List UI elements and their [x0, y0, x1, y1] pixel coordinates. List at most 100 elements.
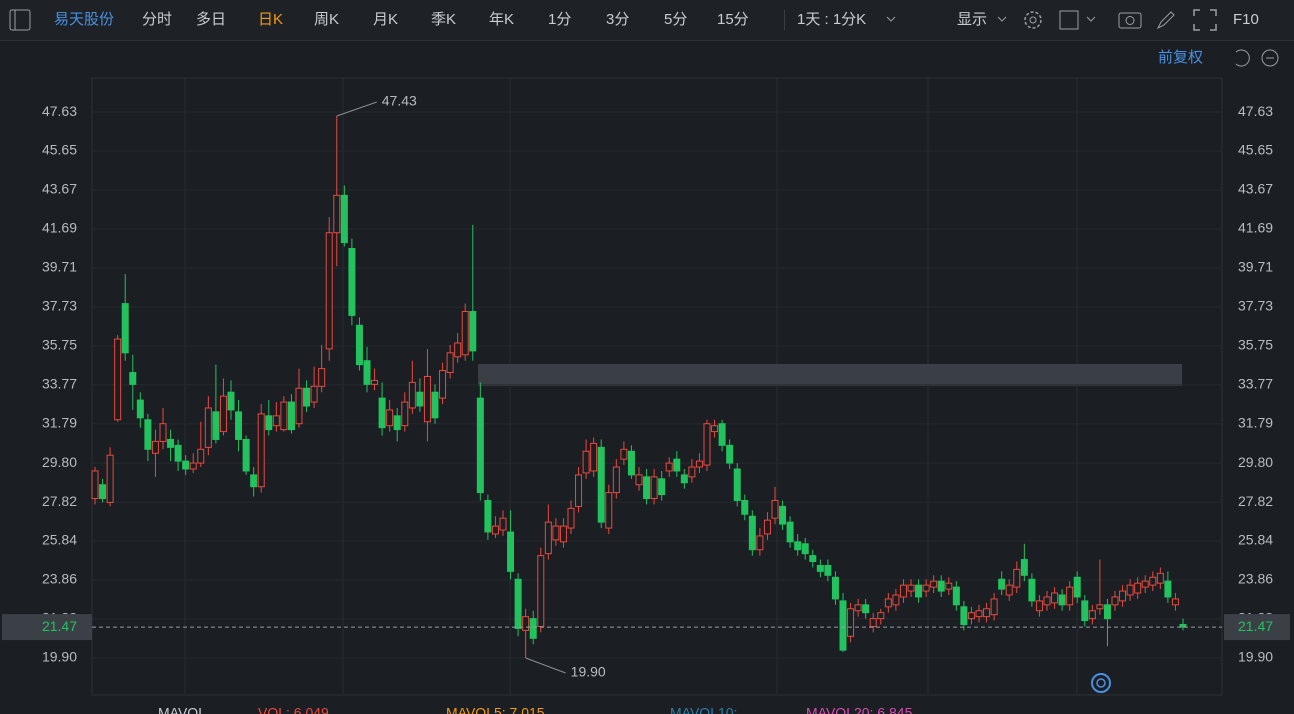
candle-body — [439, 370, 447, 399]
candle-body — [620, 448, 628, 460]
period-tab[interactable]: 季K — [431, 11, 456, 28]
candle-body — [794, 541, 802, 551]
period-tab[interactable]: 月K — [373, 11, 398, 28]
candle-body — [431, 391, 439, 419]
candle-body — [711, 425, 719, 433]
candle-body — [182, 460, 190, 470]
candle-body — [114, 338, 122, 421]
candle-body — [250, 474, 258, 488]
y-tick-label: 33.77 — [42, 376, 77, 392]
candle-body — [862, 604, 870, 614]
sidebar-toggle[interactable] — [9, 9, 31, 31]
candle-body — [144, 419, 152, 450]
candle-body — [680, 474, 688, 484]
candle-body — [1096, 604, 1104, 610]
candle-body — [491, 525, 499, 535]
candle-body — [544, 521, 552, 555]
y-tick-label: 37.73 — [42, 298, 77, 314]
indicator-name[interactable]: MAVOL — [158, 705, 206, 714]
y-tick-label-right: 19.90 — [1238, 649, 1273, 665]
y-tick-label-right: 39.71 — [1238, 259, 1273, 275]
chart-layer — [91, 111, 1222, 659]
period-tab[interactable]: 分时 — [142, 11, 172, 28]
y-tick-label: 39.71 — [42, 259, 77, 275]
adjust-mode[interactable]: 前复权 — [1158, 48, 1203, 66]
candle-body — [741, 499, 749, 515]
y-tick-label: 29.80 — [42, 454, 77, 470]
y-tick-label: 31.79 — [42, 415, 77, 431]
period-tab[interactable]: 3分 — [606, 11, 629, 28]
candle-body — [476, 397, 484, 494]
candle-body — [219, 395, 227, 433]
candle-body — [1043, 596, 1051, 606]
y-tick-label: 23.86 — [42, 571, 77, 587]
min-label: 19.90 — [571, 664, 606, 680]
f10-button[interactable]: F10 — [1233, 11, 1259, 28]
candle-body — [1119, 590, 1127, 602]
candle-body — [197, 448, 205, 464]
interval-select[interactable]: 1天 : 1分K — [797, 11, 866, 28]
candle-body — [658, 478, 666, 496]
candle-body — [922, 584, 930, 592]
locate-icon[interactable] — [1091, 673, 1111, 693]
y-tick-label-right: 23.86 — [1238, 571, 1273, 587]
candle-body — [597, 446, 605, 523]
candle-body — [665, 462, 673, 472]
settings-icon-core — [1029, 16, 1037, 24]
candle-body — [129, 372, 137, 385]
candle-body — [461, 310, 469, 356]
period-tab[interactable]: 1分 — [548, 11, 571, 28]
candle-body — [469, 310, 477, 352]
candle-body — [869, 618, 877, 627]
stock-name[interactable]: 易天股份 — [54, 11, 114, 28]
settings-icon[interactable] — [1024, 11, 1042, 29]
y-tick-label: 41.69 — [42, 220, 77, 236]
candle-body — [371, 379, 379, 385]
candle-body — [582, 450, 590, 474]
candle-body — [650, 476, 658, 500]
candle-body — [1081, 600, 1089, 622]
camera-icon[interactable] — [1118, 12, 1142, 29]
period-tab[interactable]: 周K — [314, 11, 339, 28]
candle-body — [748, 515, 756, 551]
period-tab[interactable]: 年K — [489, 11, 514, 28]
candle-body — [167, 438, 175, 448]
candle-body — [1035, 600, 1043, 612]
draw-icon[interactable] — [1156, 11, 1175, 30]
y-tick-label: 43.67 — [42, 181, 77, 197]
candle-body — [363, 360, 371, 385]
period-tab[interactable]: 5分 — [664, 11, 687, 28]
y-tick-label-right: 33.77 — [1238, 376, 1273, 392]
last-price-badge-right — [1224, 614, 1290, 641]
candle-body — [318, 368, 326, 387]
color-swatch[interactable] — [1059, 10, 1079, 30]
candle-body — [688, 466, 696, 478]
candle-body — [967, 612, 975, 620]
fullscreen-icon[interactable] — [1193, 9, 1217, 31]
candle-body — [99, 484, 107, 500]
candle-body — [136, 399, 144, 419]
reset-icon[interactable] — [1235, 49, 1250, 67]
candle-body — [590, 442, 598, 472]
candle-body — [695, 460, 703, 468]
candle-body — [559, 525, 567, 543]
candle-body — [998, 578, 1006, 590]
candle-body — [952, 586, 960, 606]
candle-body — [1149, 576, 1157, 586]
candle-body — [839, 600, 847, 651]
candle-body — [733, 468, 741, 501]
candle-body — [854, 604, 862, 612]
period-tab[interactable]: 15分 — [717, 11, 749, 28]
period-tab[interactable]: 多日 — [196, 11, 226, 28]
candle-body — [718, 423, 726, 446]
period-tab[interactable]: 日K — [258, 11, 283, 28]
candle-body — [514, 578, 522, 629]
candle-body — [892, 594, 900, 606]
candle-body — [1020, 559, 1028, 576]
candle-body — [809, 555, 817, 563]
candle-body — [333, 194, 341, 234]
candle-body — [235, 411, 243, 440]
y-tick-label-right: 41.69 — [1238, 220, 1273, 236]
display-menu[interactable]: 显示 — [957, 11, 987, 28]
zoom-out-icon[interactable] — [1261, 49, 1279, 67]
